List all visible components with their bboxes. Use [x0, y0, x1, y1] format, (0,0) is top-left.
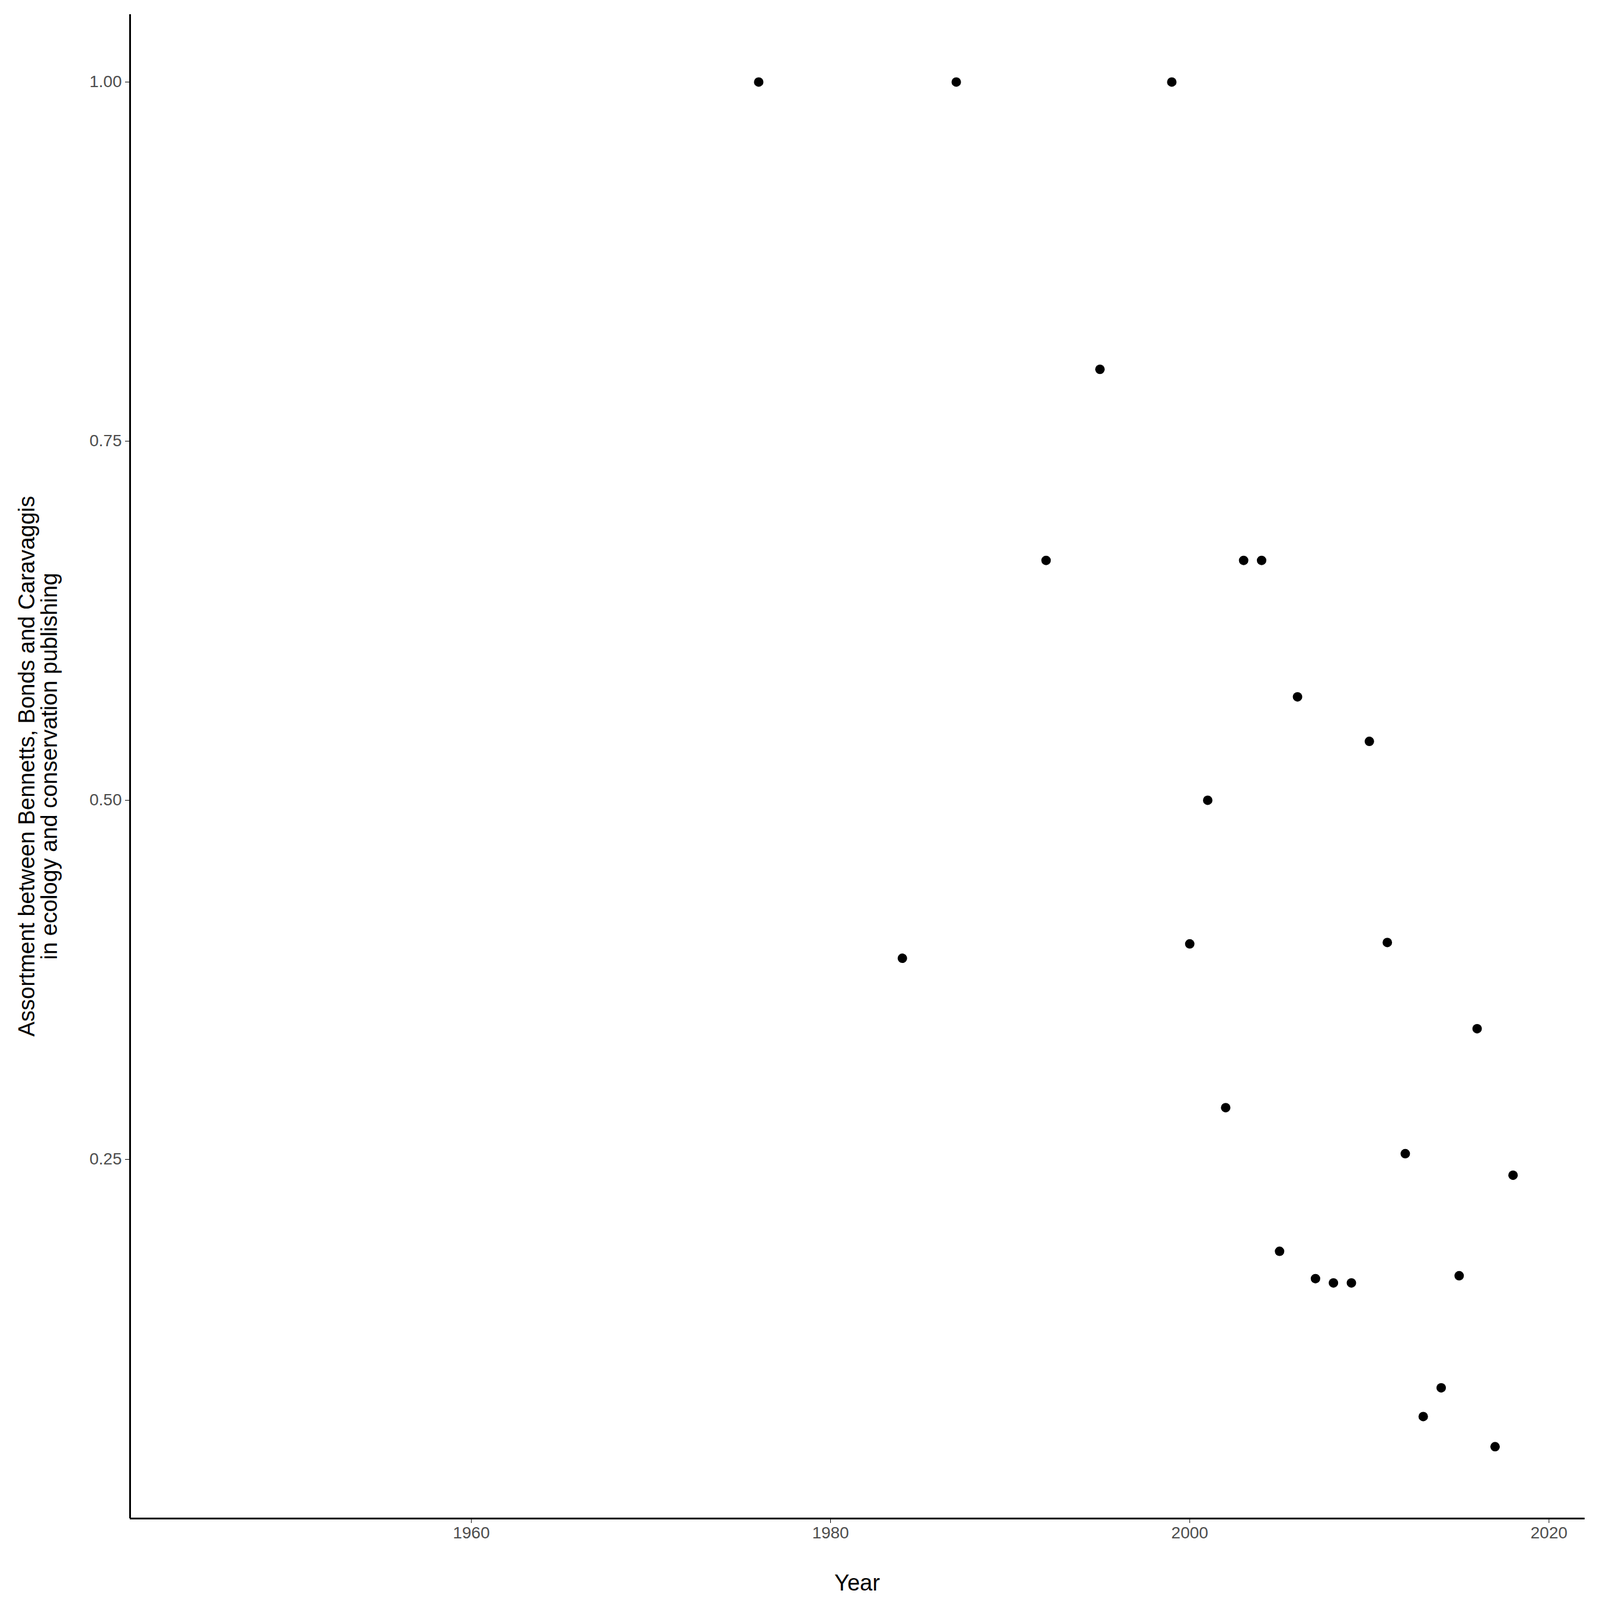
svg-text:2000: 2000 [1171, 1523, 1209, 1542]
svg-text:Assortment between Bennetts, B: Assortment between Bennetts, Bonds and C… [14, 496, 62, 1038]
svg-text:0.50: 0.50 [89, 790, 123, 809]
svg-text:2020: 2020 [1530, 1523, 1568, 1542]
svg-text:1960: 1960 [452, 1523, 490, 1542]
svg-text:0.75: 0.75 [89, 431, 123, 450]
svg-text:0.25: 0.25 [89, 1149, 123, 1168]
svg-text:1.00: 1.00 [89, 72, 123, 91]
svg-text:Year: Year [834, 1570, 880, 1596]
svg-text:1980: 1980 [811, 1523, 849, 1542]
